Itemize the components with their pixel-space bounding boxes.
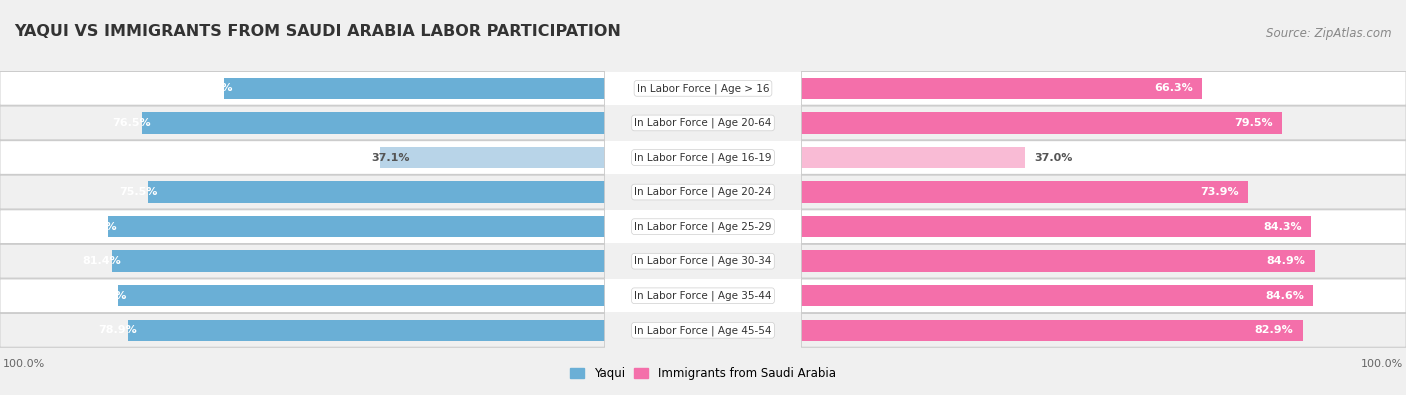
FancyBboxPatch shape (0, 176, 605, 209)
Text: In Labor Force | Age 25-29: In Labor Force | Age 25-29 (634, 221, 772, 232)
Text: 84.3%: 84.3% (1264, 222, 1302, 231)
Bar (108, 216, 605, 237)
Text: 82.9%: 82.9% (1254, 325, 1294, 335)
Bar (142, 112, 605, 134)
Bar (605, 279, 801, 312)
FancyBboxPatch shape (0, 314, 605, 347)
Text: In Labor Force | Age 45-54: In Labor Force | Age 45-54 (634, 325, 772, 336)
Bar (801, 112, 1282, 134)
Bar (605, 314, 801, 347)
Text: In Labor Force | Age 16-19: In Labor Force | Age 16-19 (634, 152, 772, 163)
FancyBboxPatch shape (801, 279, 1406, 312)
Text: In Labor Force | Age 30-34: In Labor Force | Age 30-34 (634, 256, 772, 267)
FancyBboxPatch shape (0, 72, 605, 105)
Bar (801, 78, 1202, 99)
Bar (801, 250, 1315, 272)
Legend: Yaqui, Immigrants from Saudi Arabia: Yaqui, Immigrants from Saudi Arabia (565, 363, 841, 385)
Text: YAQUI VS IMMIGRANTS FROM SAUDI ARABIA LABOR PARTICIPATION: YAQUI VS IMMIGRANTS FROM SAUDI ARABIA LA… (14, 24, 621, 40)
FancyBboxPatch shape (801, 72, 1406, 105)
Bar (605, 141, 801, 174)
FancyBboxPatch shape (0, 107, 605, 139)
Bar (605, 245, 801, 278)
Text: 76.5%: 76.5% (112, 118, 152, 128)
FancyBboxPatch shape (0, 279, 605, 312)
Bar (801, 285, 1313, 307)
Bar (605, 72, 801, 105)
Bar (801, 216, 1310, 237)
Bar (118, 285, 605, 307)
Text: 100.0%: 100.0% (3, 359, 45, 369)
Bar (148, 181, 605, 203)
Bar (128, 320, 605, 341)
Bar (801, 320, 1302, 341)
Text: In Labor Force | Age 35-44: In Labor Force | Age 35-44 (634, 290, 772, 301)
Text: Source: ZipAtlas.com: Source: ZipAtlas.com (1267, 26, 1392, 40)
Text: 84.9%: 84.9% (1267, 256, 1306, 266)
FancyBboxPatch shape (801, 141, 1406, 174)
Text: 66.3%: 66.3% (1154, 83, 1194, 93)
Text: 82.2%: 82.2% (79, 222, 117, 231)
FancyBboxPatch shape (0, 141, 605, 174)
Bar (801, 181, 1249, 203)
Bar (605, 176, 801, 209)
Text: In Labor Force | Age 20-64: In Labor Force | Age 20-64 (634, 118, 772, 128)
Bar (801, 147, 1025, 168)
FancyBboxPatch shape (801, 314, 1406, 347)
Bar (605, 210, 801, 243)
FancyBboxPatch shape (801, 107, 1406, 139)
Text: In Labor Force | Age > 16: In Labor Force | Age > 16 (637, 83, 769, 94)
Text: 37.0%: 37.0% (1035, 152, 1073, 162)
FancyBboxPatch shape (801, 245, 1406, 278)
Bar (224, 78, 605, 99)
Text: 75.5%: 75.5% (120, 187, 157, 197)
Text: 81.4%: 81.4% (83, 256, 121, 266)
Text: 100.0%: 100.0% (1361, 359, 1403, 369)
Text: 63.0%: 63.0% (194, 83, 233, 93)
Text: 80.5%: 80.5% (89, 291, 127, 301)
Text: 37.1%: 37.1% (371, 152, 409, 162)
Text: 73.9%: 73.9% (1201, 187, 1239, 197)
Bar (380, 147, 605, 168)
Text: In Labor Force | Age 20-24: In Labor Force | Age 20-24 (634, 187, 772, 198)
FancyBboxPatch shape (0, 210, 605, 243)
Bar (605, 107, 801, 139)
FancyBboxPatch shape (0, 245, 605, 278)
FancyBboxPatch shape (801, 210, 1406, 243)
Text: 79.5%: 79.5% (1234, 118, 1272, 128)
Text: 84.6%: 84.6% (1265, 291, 1303, 301)
FancyBboxPatch shape (801, 176, 1406, 209)
Bar (112, 250, 605, 272)
Text: 78.9%: 78.9% (98, 325, 136, 335)
